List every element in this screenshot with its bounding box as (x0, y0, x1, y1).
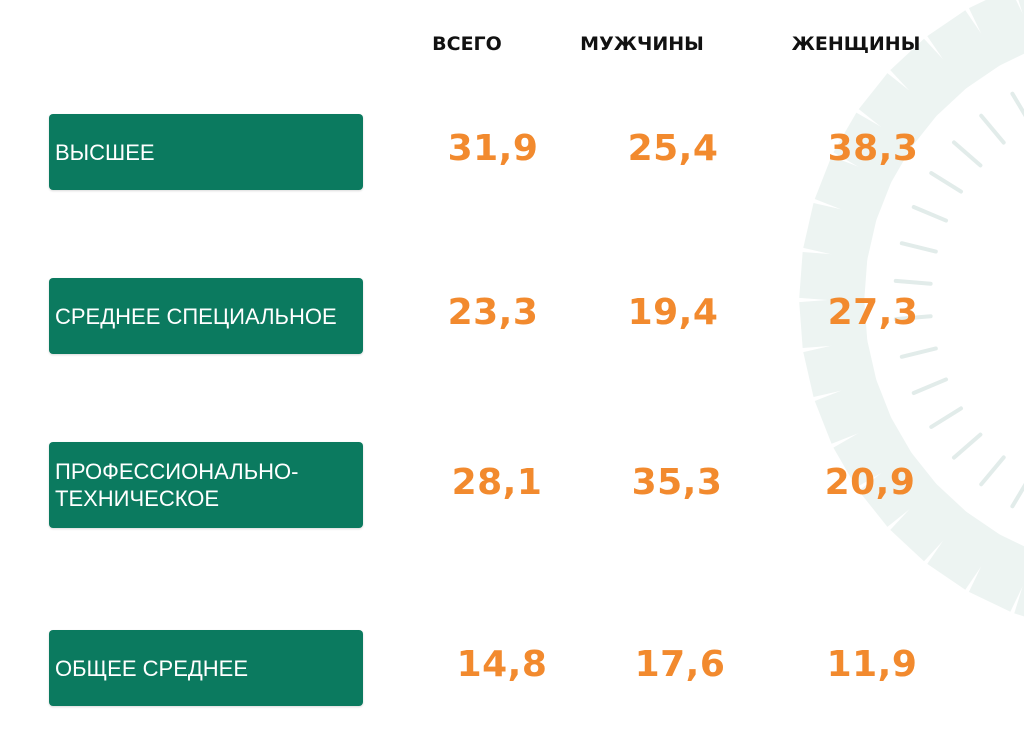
sunburst-tick (1010, 91, 1024, 118)
row-label-vocational: ПРОФЕССИОНАЛЬНО-ТЕХНИЧЕСКОЕ (49, 442, 363, 528)
value-higher-total: 31,9 (447, 128, 539, 169)
sunburst-tick (899, 346, 938, 359)
col-header-women: ЖЕНЩИНЫ (791, 33, 921, 55)
sunburst-tick (911, 204, 949, 223)
row-label-higher: ВЫСШЕЕ (49, 114, 363, 190)
value-general-secondary-men: 17,6 (634, 644, 726, 685)
sunburst-segment (833, 415, 913, 488)
sunburst-segment (803, 203, 877, 263)
sunburst-tick (979, 455, 1006, 487)
sunburst-tick (979, 113, 1006, 145)
row-label-general-secondary: ОБЩЕЕ СРЕДНЕЕ (49, 630, 363, 706)
sunburst-tick (899, 241, 938, 254)
sunburst-segment (858, 73, 939, 150)
value-vocational-women: 20,9 (824, 462, 916, 503)
sunburst-segment (890, 38, 969, 118)
value-vocational-total: 28,1 (451, 462, 543, 503)
value-secondary-special-women: 27,3 (827, 292, 919, 333)
col-header-total: ВСЕГО (432, 33, 502, 55)
sunburst-tick (893, 278, 933, 286)
sunburst-tick (911, 377, 949, 396)
value-vocational-men: 35,3 (631, 462, 723, 503)
sunburst-segment (890, 482, 969, 562)
sunburst-tick (951, 140, 983, 168)
sunburst-tick (893, 314, 933, 322)
sunburst-segment (799, 252, 868, 303)
sunburst-segment (968, 533, 1024, 612)
sunburst-segment (814, 156, 893, 223)
row-label-secondary-special: СРЕДНЕЕ СПЕЦИАЛЬНОЕ (49, 278, 363, 354)
value-secondary-special-total: 23,3 (447, 292, 539, 333)
sunburst-tick (1010, 482, 1024, 509)
sunburst-segment (927, 510, 1002, 590)
sunburst-segment (858, 450, 939, 527)
sunburst-segment (799, 297, 868, 348)
sunburst-tick (929, 406, 963, 429)
sunburst-segment (968, 0, 1024, 67)
sunburst-segment (803, 337, 877, 397)
value-general-secondary-total: 14,8 (456, 644, 548, 685)
sunburst-segment (927, 10, 1002, 90)
value-higher-women: 38,3 (827, 128, 919, 169)
value-secondary-special-men: 19,4 (627, 292, 719, 333)
sunburst-segment (814, 377, 893, 444)
col-header-men: МУЖЧИНЫ (580, 33, 704, 55)
sunburst-tick (951, 432, 983, 460)
sunburst-segment (833, 112, 913, 185)
value-general-secondary-women: 11,9 (826, 644, 918, 685)
sunburst-tick (929, 171, 963, 194)
value-higher-men: 25,4 (627, 128, 719, 169)
